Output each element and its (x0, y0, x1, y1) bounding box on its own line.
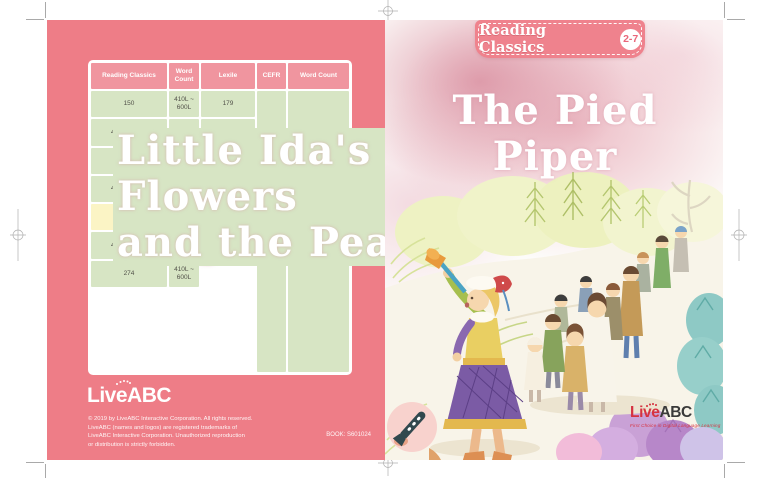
logo-dots-icon (115, 383, 118, 385)
book-code: BOOK: S601024 (326, 432, 371, 438)
registration-mark (729, 207, 749, 263)
series-badge: Reading Classics 2-7 (475, 20, 645, 58)
copyright-text: © 2019 by LiveABC Interactive Corporatio… (88, 416, 253, 449)
table-header: Word Count (169, 63, 199, 89)
liveabc-logo-front: Live ABC First Choice in Digital Language… (630, 404, 721, 428)
badge-level: 2-7 (620, 28, 641, 50)
crop-mark (724, 2, 725, 18)
table-cell-lexile: 410L ~ 600L (169, 91, 199, 118)
foliage-background (395, 172, 723, 268)
crop-mark (727, 462, 745, 463)
piper-figure (425, 248, 540, 460)
logo-tagline: First Choice in Digital Language Learnin… (630, 423, 721, 428)
table-header: CEFR (257, 63, 286, 89)
table-header: Word Count (288, 63, 349, 89)
badge-label: Reading Classics (479, 22, 546, 56)
recorder-icon (392, 411, 426, 447)
crop-mark (45, 2, 46, 18)
registration-mark (8, 207, 28, 263)
liveabc-logo-back: Live ABC (87, 383, 172, 407)
pipe-icon (425, 248, 467, 294)
crop-mark (45, 464, 46, 478)
child-figure (673, 226, 689, 272)
book-title: The Pied Piper (410, 88, 700, 180)
child-figure-apron (524, 337, 546, 402)
children-group (524, 226, 689, 415)
table-header: Lexile (201, 63, 255, 89)
table-header: Reading Classics (91, 63, 167, 89)
reading-level-table: Reading Classics Word Count Lexile CEFR … (88, 60, 385, 375)
table-cell-word-count: 179 (201, 91, 255, 118)
crop-mark (727, 19, 745, 20)
pied-piper-illustration (385, 172, 723, 460)
book-title-line1: The Pied (452, 87, 658, 134)
child-figure (541, 314, 565, 389)
badge-dashed-border: Reading Classics 2-7 (478, 22, 642, 56)
table-cell-title: Little Ida's Flowers (113, 128, 385, 220)
logo-dots-icon (646, 405, 648, 407)
crop-mark (26, 19, 44, 20)
back-cover-page: Reading Classics Word Count Lexile CEFR … (47, 20, 385, 460)
crop-mark (26, 462, 44, 463)
book-title-line2: Piper (492, 133, 618, 180)
child-figure (653, 235, 671, 288)
front-cover-page: Reading Classics 2-7 The Pied Piper Live… (385, 20, 723, 460)
teal-bush (677, 293, 723, 435)
crop-mark (724, 464, 725, 478)
recorder-badge (387, 402, 441, 460)
table-cell-word-count: 150 (91, 91, 167, 118)
child-figure (562, 323, 588, 411)
purple-bushes (556, 402, 723, 460)
child-figure (619, 266, 643, 359)
